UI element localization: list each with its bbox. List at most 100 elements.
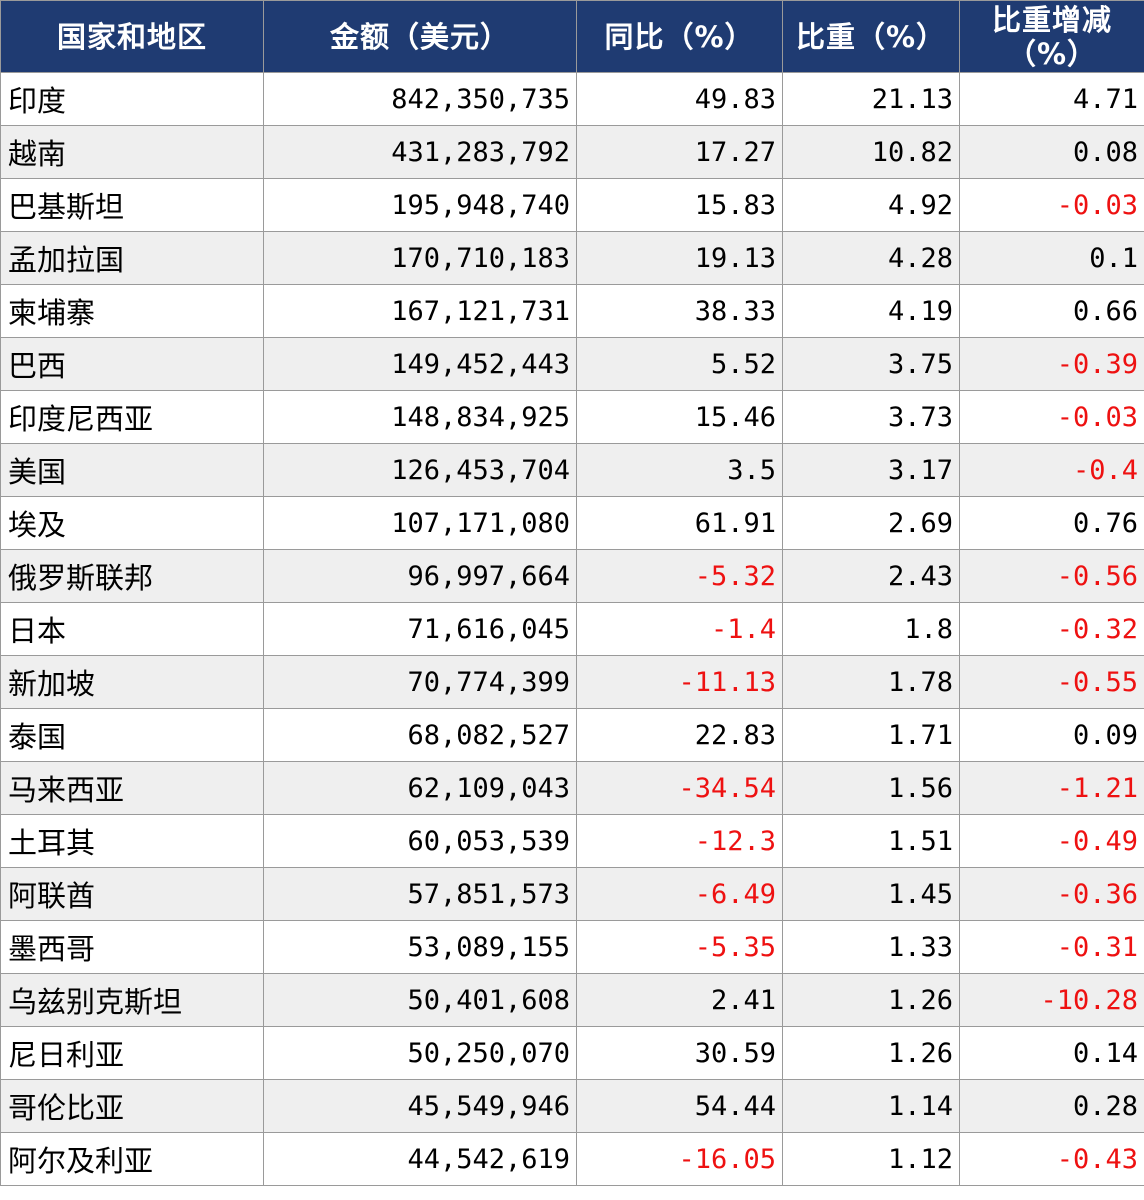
cell-yoy: 15.83 [576, 178, 783, 232]
cell-amount: 53,089,155 [263, 920, 577, 974]
cell-share-change: -0.32 [959, 602, 1144, 656]
cell-share-change: 4.71 [959, 72, 1144, 126]
cell-country: 印度尼西亚 [0, 390, 264, 444]
cell-country: 泰国 [0, 708, 264, 762]
cell-share: 1.14 [782, 1079, 960, 1133]
cell-country: 土耳其 [0, 814, 264, 868]
cell-yoy: 2.41 [576, 973, 783, 1027]
cell-amount: 195,948,740 [263, 178, 577, 232]
cell-country: 日本 [0, 602, 264, 656]
cell-country: 墨西哥 [0, 920, 264, 974]
cell-amount: 126,453,704 [263, 443, 577, 497]
cell-share: 1.26 [782, 973, 960, 1027]
cell-yoy: -12.3 [576, 814, 783, 868]
cell-share-change: 0.08 [959, 125, 1144, 179]
cell-yoy: 54.44 [576, 1079, 783, 1133]
cell-share: 10.82 [782, 125, 960, 179]
cell-amount: 842,350,735 [263, 72, 577, 126]
cell-share-change: -0.03 [959, 390, 1144, 444]
cell-yoy: 3.5 [576, 443, 783, 497]
table-row: 马来西亚 62,109,043 -34.54 1.56 -1.21 [0, 761, 1144, 815]
table-row: 俄罗斯联邦 96,997,664 -5.32 2.43 -0.56 [0, 549, 1144, 603]
table-row: 埃及 107,171,080 61.91 2.69 0.76 [0, 496, 1144, 550]
cell-country: 柬埔寨 [0, 284, 264, 338]
cell-amount: 148,834,925 [263, 390, 577, 444]
cell-country: 美国 [0, 443, 264, 497]
cell-share: 4.28 [782, 231, 960, 285]
table-row: 美国 126,453,704 3.5 3.17 -0.4 [0, 443, 1144, 497]
cell-amount: 50,401,608 [263, 973, 577, 1027]
cell-share: 2.69 [782, 496, 960, 550]
cell-share: 21.13 [782, 72, 960, 126]
cell-share: 2.43 [782, 549, 960, 603]
cell-amount: 70,774,399 [263, 655, 577, 709]
cell-yoy: 15.46 [576, 390, 783, 444]
cell-share: 4.92 [782, 178, 960, 232]
cell-yoy: -11.13 [576, 655, 783, 709]
cell-country: 新加坡 [0, 655, 264, 709]
cell-amount: 431,283,792 [263, 125, 577, 179]
cell-amount: 57,851,573 [263, 867, 577, 921]
cell-amount: 107,171,080 [263, 496, 577, 550]
cell-country: 阿尔及利亚 [0, 1132, 264, 1186]
cell-yoy: 38.33 [576, 284, 783, 338]
table-row: 土耳其 60,053,539 -12.3 1.51 -0.49 [0, 814, 1144, 868]
cell-share: 1.56 [782, 761, 960, 815]
table-row: 巴基斯坦 195,948,740 15.83 4.92 -0.03 [0, 178, 1144, 232]
table-row: 哥伦比亚 45,549,946 54.44 1.14 0.28 [0, 1079, 1144, 1133]
table-row: 日本 71,616,045 -1.4 1.8 -0.32 [0, 602, 1144, 656]
cell-share-change: 0.14 [959, 1026, 1144, 1080]
header-share-change-line1: 比重增减 [991, 2, 1112, 37]
cell-share-change: -0.39 [959, 337, 1144, 391]
cell-country: 埃及 [0, 496, 264, 550]
cell-amount: 44,542,619 [263, 1132, 577, 1186]
cell-amount: 60,053,539 [263, 814, 577, 868]
header-share: 比重（%） [782, 0, 960, 73]
cell-share: 3.17 [782, 443, 960, 497]
cell-yoy: 61.91 [576, 496, 783, 550]
header-country: 国家和地区 [0, 0, 264, 73]
header-row: 国家和地区 金额（美元） 同比（%） 比重（%） 比重增减 （%） [0, 0, 1144, 73]
cell-share: 1.8 [782, 602, 960, 656]
table-row: 尼日利亚 50,250,070 30.59 1.26 0.14 [0, 1026, 1144, 1080]
cell-share-change: 0.66 [959, 284, 1144, 338]
cell-share: 1.12 [782, 1132, 960, 1186]
cell-share-change: -0.36 [959, 867, 1144, 921]
cell-yoy: 17.27 [576, 125, 783, 179]
cell-country: 阿联酋 [0, 867, 264, 921]
cell-share-change: 0.1 [959, 231, 1144, 285]
header-share-change-line2: （%） [1006, 36, 1098, 71]
cell-amount: 149,452,443 [263, 337, 577, 391]
cell-country: 巴西 [0, 337, 264, 391]
cell-share-change: -0.56 [959, 549, 1144, 603]
cell-yoy: 19.13 [576, 231, 783, 285]
cell-country: 越南 [0, 125, 264, 179]
cell-yoy: -6.49 [576, 867, 783, 921]
cell-share-change: 0.09 [959, 708, 1144, 762]
table-row: 阿尔及利亚 44,542,619 -16.05 1.12 -0.43 [0, 1132, 1144, 1186]
table-row: 印度尼西亚 148,834,925 15.46 3.73 -0.03 [0, 390, 1144, 444]
cell-share-change: -10.28 [959, 973, 1144, 1027]
cell-amount: 45,549,946 [263, 1079, 577, 1133]
cell-country: 尼日利亚 [0, 1026, 264, 1080]
cell-share-change: -0.49 [959, 814, 1144, 868]
header-share-change: 比重增减 （%） [959, 0, 1144, 73]
cell-country: 哥伦比亚 [0, 1079, 264, 1133]
header-yoy: 同比（%） [576, 0, 783, 73]
cell-amount: 50,250,070 [263, 1026, 577, 1080]
cell-yoy: -5.35 [576, 920, 783, 974]
cell-share: 1.51 [782, 814, 960, 868]
cell-share: 3.73 [782, 390, 960, 444]
cell-share-change: -0.4 [959, 443, 1144, 497]
table-body: 印度 842,350,735 49.83 21.13 4.71 越南 431,283,792… [0, 72, 1144, 1186]
cell-country: 孟加拉国 [0, 231, 264, 285]
cell-share: 1.45 [782, 867, 960, 921]
cell-yoy: -5.32 [576, 549, 783, 603]
table-header: 国家和地区 金额（美元） 同比（%） 比重（%） 比重增减 （%） [0, 0, 1144, 73]
table-row: 巴西 149,452,443 5.52 3.75 -0.39 [0, 337, 1144, 391]
cell-share-change: -0.55 [959, 655, 1144, 709]
cell-share: 1.33 [782, 920, 960, 974]
cell-country: 俄罗斯联邦 [0, 549, 264, 603]
cell-yoy: -16.05 [576, 1132, 783, 1186]
cell-country: 印度 [0, 72, 264, 126]
